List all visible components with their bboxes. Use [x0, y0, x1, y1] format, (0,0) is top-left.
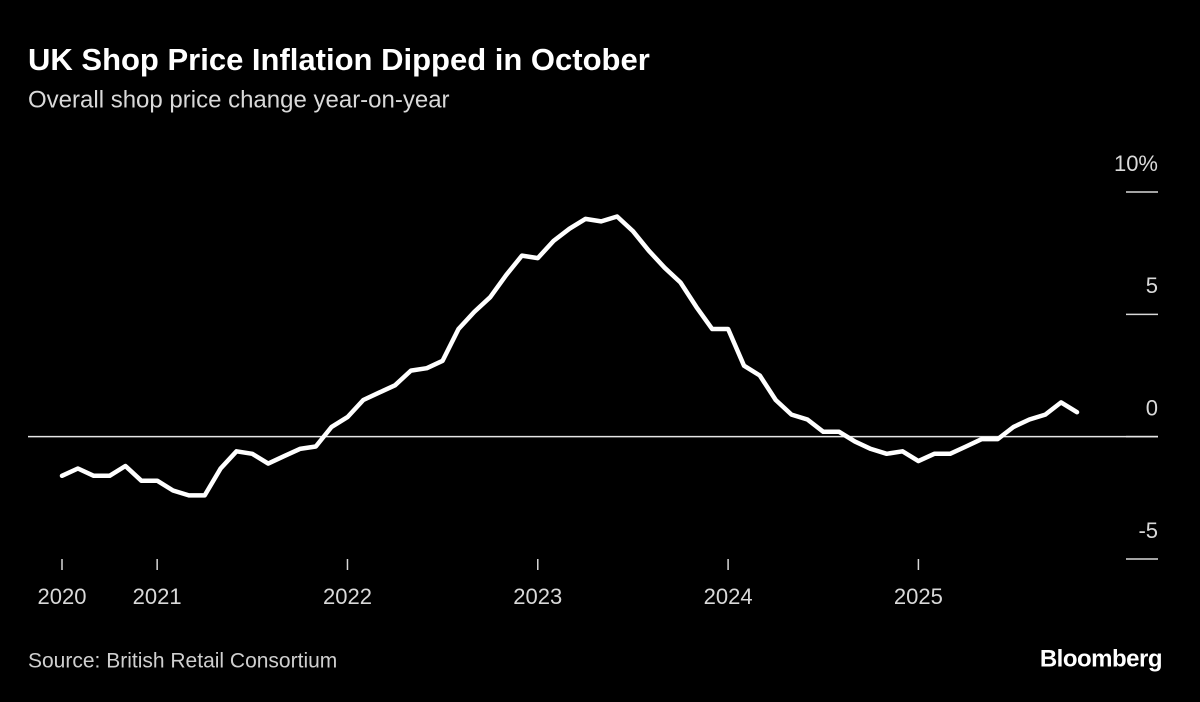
y-tick-label: 10% — [1114, 151, 1158, 176]
x-tick-label: 2024 — [704, 584, 753, 609]
x-tick-label: 2021 — [133, 584, 182, 609]
chart-title: UK Shop Price Inflation Dipped in Octobe… — [28, 42, 650, 77]
y-tick-label: 0 — [1146, 395, 1158, 420]
x-tick-label: 2023 — [513, 584, 562, 609]
brand-logo: Bloomberg — [1040, 645, 1162, 672]
chart-subtitle: Overall shop price change year-on-year — [28, 86, 450, 113]
y-tick-label: -5 — [1138, 518, 1158, 543]
source-note: Source: British Retail Consortium — [28, 650, 337, 673]
y-tick-label: 5 — [1146, 273, 1158, 298]
data-line — [59, 214, 1080, 498]
x-tick-label: 2020 — [38, 584, 87, 609]
x-tick-label: 2025 — [894, 584, 943, 609]
x-tick-label: 2022 — [323, 584, 372, 609]
